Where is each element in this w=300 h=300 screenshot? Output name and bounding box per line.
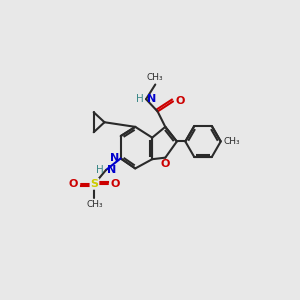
Text: CH₃: CH₃ xyxy=(147,73,164,82)
Text: O: O xyxy=(160,159,170,169)
Text: N: N xyxy=(147,94,156,104)
Text: O: O xyxy=(69,179,78,189)
Text: H: H xyxy=(96,165,104,175)
Text: O: O xyxy=(111,179,120,189)
Text: H: H xyxy=(136,94,144,104)
Text: O: O xyxy=(175,96,185,106)
Text: CH₃: CH₃ xyxy=(86,200,103,209)
Text: S: S xyxy=(91,179,98,189)
Text: N: N xyxy=(110,153,119,164)
Text: CH₃: CH₃ xyxy=(223,137,240,146)
Text: N: N xyxy=(107,165,116,175)
